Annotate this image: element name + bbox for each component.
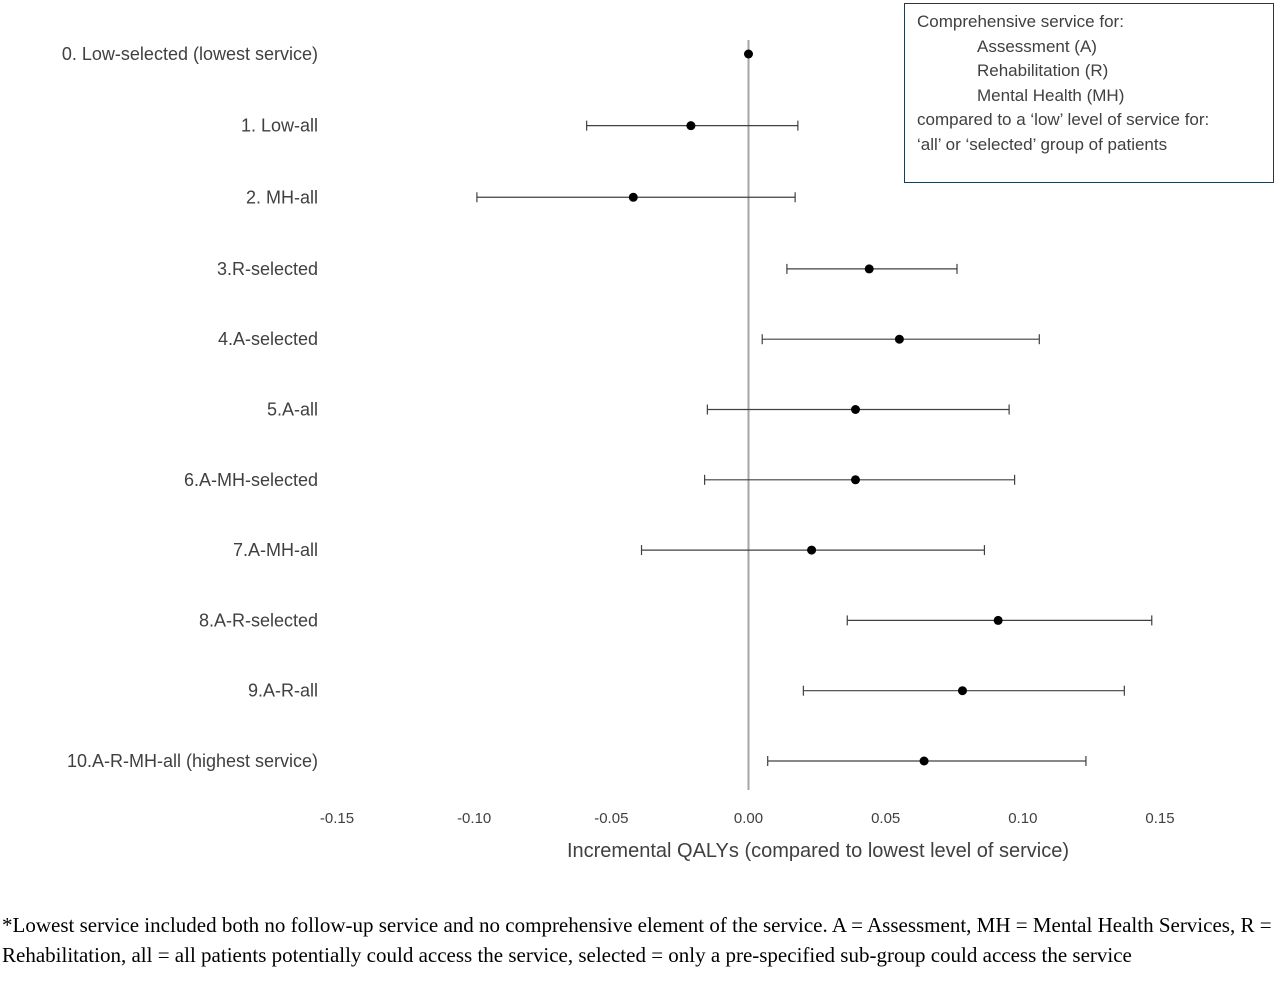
forest-plot: 0. Low-selected (lowest service) 1. Low-a…: [62, 40, 1175, 862]
data-point: [864, 264, 874, 274]
x-tick-label: 0.05: [871, 810, 900, 827]
legend-box: Comprehensive service for: Assessment (A…: [904, 3, 1274, 183]
legend-line-rehabilitation: Rehabilitation (R): [977, 61, 1109, 80]
category-labels: 0. Low-selected (lowest service) 1. Low-a…: [62, 44, 318, 771]
category-label: 7.A-MH-all: [233, 540, 318, 560]
error-bars: [476, 120, 1153, 766]
data-point: [894, 334, 904, 344]
data-point: [807, 545, 817, 555]
data-point: [686, 121, 696, 131]
x-axis-tick-labels: -0.15 -0.10 -0.05 0.00 0.05 0.10 0.15: [320, 810, 1175, 827]
category-label: 1. Low-all: [241, 116, 318, 136]
x-tick-label: 0.15: [1145, 810, 1174, 827]
x-tick-label: 0.00: [734, 810, 763, 827]
category-label: 5.A-all: [267, 400, 318, 420]
x-tick-label: 0.10: [1008, 810, 1037, 827]
legend-line-heading: Comprehensive service for:: [917, 12, 1124, 31]
category-label: 2. MH-all: [246, 187, 318, 207]
x-tick-label: -0.05: [594, 810, 628, 827]
category-label: 8.A-R-selected: [199, 610, 318, 630]
category-label: 6.A-MH-selected: [184, 470, 318, 490]
data-point: [850, 405, 860, 414]
legend-line-mental-health: Mental Health (MH): [977, 85, 1125, 105]
category-label: 4.A-selected: [218, 329, 318, 349]
category-label: 3.R-selected: [217, 259, 318, 279]
data-point: [919, 756, 929, 766]
data-point: [744, 49, 753, 59]
category-label: 9.A-R-all: [248, 681, 318, 701]
x-axis-title: Incremental QALYs (compared to lowest le…: [567, 840, 1069, 862]
legend-line-groups: ‘all’ or ‘selected’ group of patients: [917, 134, 1168, 154]
data-point: [628, 192, 638, 202]
category-label: 10.A-R-MH-all (highest service): [67, 751, 318, 771]
data-point: [957, 686, 967, 696]
data-point: [993, 615, 1003, 625]
x-tick-label: -0.10: [457, 810, 491, 827]
footnote: *Lowest service included both no follow-…: [2, 913, 1272, 967]
data-point: [850, 475, 860, 485]
x-tick-label: -0.15: [320, 810, 354, 827]
legend-line-comparison: compared to a ‘low’ level of service for…: [917, 110, 1210, 129]
data-points: [628, 49, 1003, 766]
category-label: 0. Low-selected (lowest service): [62, 44, 318, 64]
legend-line-assessment: Assessment (A): [977, 36, 1097, 56]
